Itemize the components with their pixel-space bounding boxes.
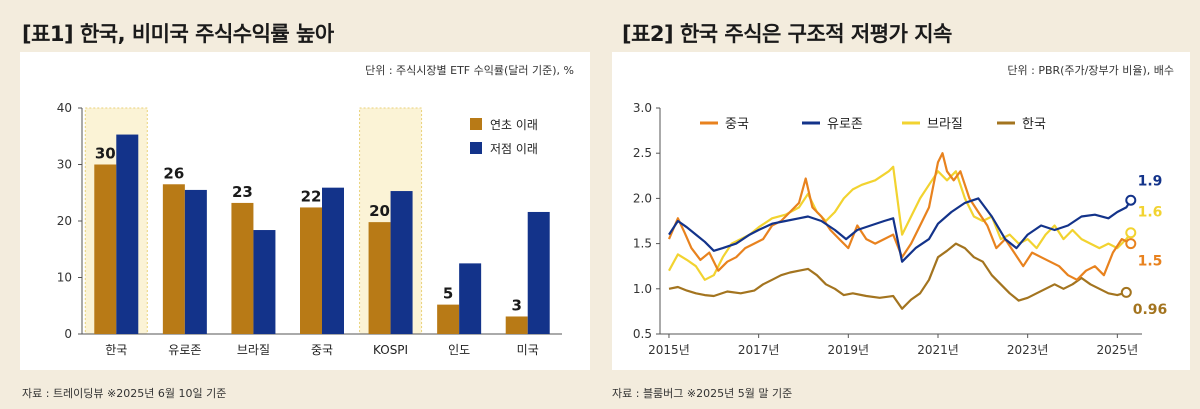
legend-swatch-0: [470, 118, 482, 130]
y-tick-label: 30: [57, 158, 72, 172]
chart2-line-chart: 0.5 1.0 1.5 2.0 2.5 3.0 2015년 2017년 2019년 2021년 20…: [633, 101, 1168, 357]
chart2-source: 자료 : 블룸버그 ※2025년 5월 말 기준: [612, 387, 793, 400]
end-label-중국: 1.5: [1138, 253, 1163, 269]
series-line-브라질: [668, 165, 1132, 281]
legend-label-0: 중국: [725, 117, 749, 132]
y-tick-label: 0: [64, 327, 72, 341]
legend-label-2: 브라질: [927, 117, 963, 132]
data-label-ytd-1: 26: [163, 164, 184, 182]
category-label-2: 브라질: [237, 343, 270, 357]
end-label-유로존: 1.9: [1138, 174, 1163, 190]
chart1-unit-note: 단위 : 주식시장별 ETF 수익률(달러 기준), %: [365, 64, 574, 77]
bar-low-5: [459, 263, 482, 334]
data-label-ytd-5: 5: [443, 285, 453, 303]
y-tick-label: 2.5: [633, 146, 652, 160]
y-tick-label: 10: [57, 271, 72, 285]
legend-label-1: 저점 이래: [490, 142, 538, 156]
bar-low-2: [253, 230, 276, 334]
legend-label-1: 유로존: [827, 117, 863, 132]
x-tick-label: 2015년: [648, 343, 690, 357]
x-tick-label: 2019년: [828, 343, 870, 357]
chart1-title: [표1] 한국, 비미국 주식수익률 높아: [22, 22, 334, 46]
legend-label-3: 한국: [1022, 117, 1046, 132]
bar-low-4: [390, 191, 413, 334]
y-tick-label: 3.0: [633, 101, 652, 115]
chart-panel-2: [표2] 한국 주식은 구조적 저평가 지속 단위 : PBR(주가/장부가 비…: [600, 0, 1200, 409]
legend-swatch-1: [470, 142, 482, 154]
chart1-bar-chart: 0 10 20 30 40 30 한국 26 유로존 23 브라질 22 중국 20 KOSPI 5 인도 3 미국…: [57, 101, 562, 357]
legend-label-0: 연초 이래: [490, 118, 538, 132]
x-tick-label: 2023년: [1007, 343, 1049, 357]
data-label-ytd-2: 23: [232, 183, 253, 201]
x-tick-label: 2025년: [1097, 343, 1139, 357]
y-tick-label: 40: [57, 101, 72, 115]
y-tick-label: 1.5: [633, 237, 652, 251]
end-marker-브라질: [1125, 227, 1137, 239]
data-label-ytd-3: 22: [301, 187, 322, 205]
category-label-6: 미국: [517, 343, 539, 357]
category-label-4: KOSPI: [373, 343, 408, 357]
chart2-title: [표2] 한국 주식은 구조적 저평가 지속: [622, 22, 952, 46]
series-line-한국: [668, 242, 1127, 310]
bar-low-3: [322, 187, 344, 334]
data-label-ytd-4: 20: [369, 202, 390, 220]
bar-ytd-2: [231, 202, 254, 334]
chart1-source: 자료 : 트레이딩뷰 ※2025년 6월 10일 기준: [22, 387, 227, 400]
x-tick-label: 2017년: [738, 343, 780, 357]
data-label-ytd-6: 3: [511, 296, 521, 314]
chart1-card: 단위 : 주식시장별 ETF 수익률(달러 기준), % 0 10 20 30 40 30…: [20, 52, 590, 370]
bar-ytd-0: [94, 164, 117, 334]
y-tick-label: 1.0: [633, 282, 652, 296]
bar-low-6: [527, 211, 550, 334]
chart2-unit-note: 단위 : PBR(주가/장부가 비율), 배수: [1007, 64, 1174, 77]
bar-ytd-4: [368, 222, 391, 334]
data-label-ytd-0: 30: [95, 145, 116, 163]
bar-ytd-3: [300, 207, 322, 334]
category-label-3: 중국: [311, 343, 333, 357]
x-tick-label: 2021년: [917, 343, 959, 357]
end-marker-중국: [1125, 238, 1137, 250]
y-tick-label: 0.5: [633, 327, 652, 341]
end-label-한국: 0.96: [1133, 302, 1168, 318]
end-label-브라질: 1.6: [1138, 204, 1163, 220]
bar-ytd-1: [162, 184, 185, 334]
series-line-유로존: [668, 197, 1132, 263]
category-label-5: 인도: [448, 343, 470, 357]
chart-panel-1: [표1] 한국, 비미국 주식수익률 높아 단위 : 주식시장별 ETF 수익률…: [20, 22, 590, 400]
bar-ytd-6: [505, 316, 528, 334]
end-marker-유로존: [1125, 194, 1137, 206]
bar-low-0: [116, 134, 139, 334]
category-label-1: 유로존: [168, 343, 201, 357]
bar-ytd-5: [437, 304, 460, 334]
y-tick-label: 2.0: [633, 191, 652, 205]
y-tick-label: 20: [57, 214, 72, 228]
bar-low-1: [184, 189, 207, 334]
category-label-0: 한국: [105, 343, 127, 357]
end-marker-한국: [1120, 286, 1132, 298]
chart2-card: 단위 : PBR(주가/장부가 비율), 배수 0.5 1.0 1.5 2.0 2.5 3…: [612, 52, 1190, 370]
